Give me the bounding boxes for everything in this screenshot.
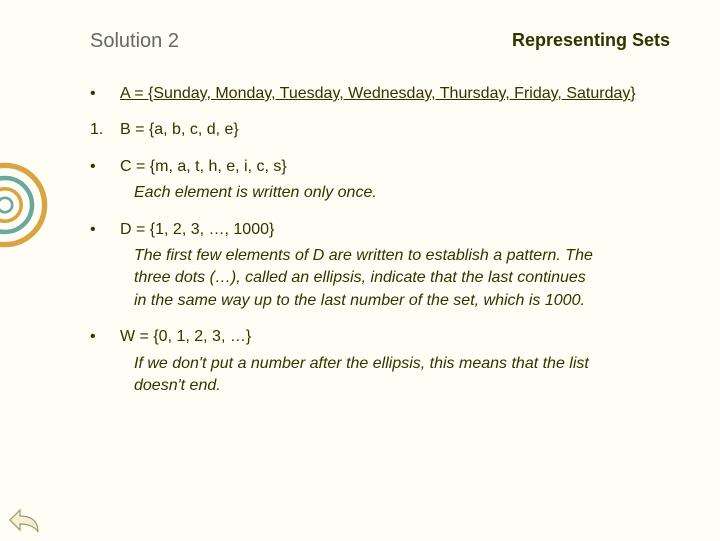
item-text: D = {1, 2, 3, …, 1000} <box>120 221 274 238</box>
back-button[interactable] <box>6 504 42 536</box>
list-item: • C = {m, a, t, h, e, i, c, s} Each elem… <box>90 156 670 205</box>
bullet: • <box>90 156 120 205</box>
item-note: If we don't put a number after the ellip… <box>134 353 594 398</box>
bullet: • <box>90 326 120 397</box>
section-title: Representing Sets <box>512 30 670 51</box>
bullet: • <box>90 83 120 105</box>
slide-header: Solution 2 Representing Sets <box>0 0 720 63</box>
item-text: C = {m, a, t, h, e, i, c, s} <box>120 158 287 175</box>
slide-content: • A = {Sunday, Monday, Tuesday, Wednesda… <box>0 63 720 397</box>
item-note: The first few elements of D are written … <box>134 245 594 312</box>
list-item: • W = {0, 1, 2, 3, …} If we don't put a … <box>90 326 670 397</box>
item-note: Each element is written only once. <box>134 182 594 204</box>
spiral-decoration <box>0 160 50 250</box>
item-text: W = {0, 1, 2, 3, …} <box>120 328 251 345</box>
solution-title: Solution 2 <box>90 30 179 53</box>
list-item: • D = {1, 2, 3, …, 1000} The first few e… <box>90 219 670 313</box>
list-item: • A = {Sunday, Monday, Tuesday, Wednesda… <box>90 83 670 105</box>
bullet: 1. <box>90 119 120 141</box>
item-text: B = {a, b, c, d, e} <box>120 121 239 138</box>
item-text: A = {Sunday, Monday, Tuesday, Wednesday,… <box>120 85 636 102</box>
list-item: 1. B = {a, b, c, d, e} <box>90 119 670 141</box>
bullet: • <box>90 219 120 313</box>
